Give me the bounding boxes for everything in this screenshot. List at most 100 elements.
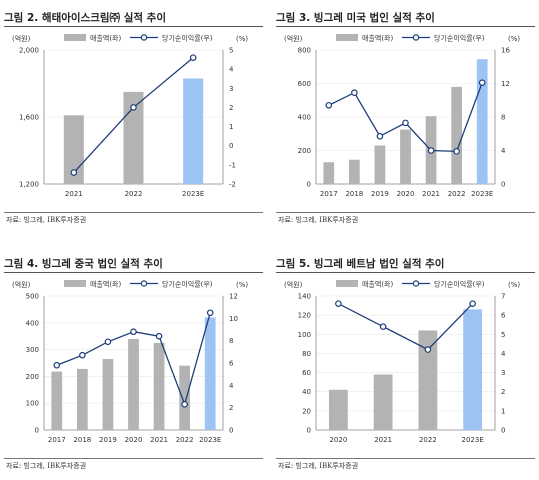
margin-point-2023E: [189, 54, 197, 61]
margin-point-2023E: [478, 79, 486, 86]
margin-point-2017: [53, 361, 61, 369]
legend-bar-swatch: [64, 34, 86, 41]
bar-2018: [348, 159, 360, 184]
x-tick-label: 2019: [371, 190, 389, 198]
legend-bar-swatch: [336, 34, 358, 41]
legend-line-marker: [140, 34, 148, 41]
right-axis-unit: (%): [236, 281, 248, 289]
chart-plot-2: (억원) (%) 매출액(좌) 당기순이익률(우) 0 200 400 600 800 0 4 8 12…: [284, 34, 520, 199]
x-tick-label: 2022: [176, 436, 194, 444]
x-tick-label: 2021: [150, 436, 168, 444]
legend-bar-label: 매출액(좌): [90, 34, 121, 43]
right-tick-label: 2: [501, 388, 505, 396]
margin-point-2023E: [469, 300, 476, 307]
margin-point-2020: [335, 300, 342, 307]
right-tick-label: 0: [229, 427, 233, 435]
left-tick-label: 400: [298, 114, 311, 122]
legend-line-marker: [140, 280, 148, 287]
bar-2022: [179, 365, 191, 430]
left-tick-label: 60: [302, 369, 311, 377]
x-tick-label: 2020: [125, 436, 143, 444]
x-tick-label: 2021: [374, 436, 392, 444]
bar-2018: [76, 368, 88, 430]
right-tick-label: 5: [501, 331, 505, 339]
title-divider: [4, 26, 263, 27]
right-tick-label: 3: [501, 369, 505, 377]
x-tick-label: 2023E: [199, 436, 221, 444]
left-tick-label: 400: [26, 319, 39, 327]
source-divider: [276, 212, 535, 213]
bar-2019: [374, 145, 386, 184]
margin-point-2019: [104, 338, 112, 346]
source-divider: [4, 458, 263, 459]
right-tick-label: 6: [229, 360, 234, 368]
left-tick-label: 1,200: [19, 181, 39, 189]
chart-plot-4: (억원) (%)매출액(좌) 당기순이익률(우)020406080100120140…: [284, 280, 520, 445]
x-tick-label: 2019: [99, 436, 117, 444]
margin-point-2021: [155, 332, 163, 340]
left-tick-label: 300: [26, 346, 39, 354]
margin-point-2023E: [206, 309, 214, 317]
right-tick-label: 12: [501, 80, 510, 88]
margin-point-2021: [70, 169, 78, 176]
right-tick-label: 16: [501, 47, 510, 55]
x-tick-label: 2017: [320, 190, 338, 198]
right-tick-label: 5: [229, 47, 233, 55]
margin-point-2019: [376, 132, 384, 140]
x-tick-label: 2022: [419, 436, 437, 444]
left-tick-label: 80: [302, 350, 311, 358]
right-tick-label: 0: [229, 142, 233, 150]
left-tick-label: 140: [298, 293, 311, 301]
margin-point-2018: [351, 89, 358, 97]
x-tick-label: 2018: [345, 190, 363, 198]
title-divider: [276, 26, 535, 27]
bar-2023E: [183, 78, 204, 184]
right-tick-label: 3: [229, 85, 233, 93]
right-tick-label: 10: [229, 315, 238, 323]
source-note: 자료: 빙그레, IBK투자증권: [6, 462, 87, 470]
source-note: 자료: 빙그레, IBK투자증권: [278, 462, 359, 470]
margin-point-2022: [181, 401, 188, 408]
margin-point-2022: [453, 148, 460, 155]
title-divider: [4, 272, 263, 273]
chart-panel-3: 그림 4. 빙그레 중국 법인 실적 추이 (억원) (%) 매출액(좌) 당기순이익…: [4, 250, 263, 478]
bar-2023E: [476, 59, 488, 184]
left-axis-unit: (억원): [284, 280, 303, 289]
left-tick-label: 2,000: [19, 47, 39, 55]
legend-line-label: 당기순이익률(우): [162, 34, 213, 43]
margin-point-2017: [325, 101, 333, 109]
margin-point-2020: [130, 328, 137, 336]
left-axis-unit: (억원): [12, 280, 31, 289]
margin-point-2022: [130, 104, 137, 111]
legend-bar-swatch: [64, 280, 86, 287]
margin-line: [338, 303, 474, 351]
right-tick-label: 7: [501, 293, 505, 301]
bar-2022: [123, 91, 144, 184]
left-tick-label: 200: [298, 147, 311, 155]
right-axis-unit: (%): [236, 35, 248, 43]
right-tick-label: 2: [229, 404, 233, 412]
right-tick-label: 4: [501, 147, 506, 155]
margin-point-2018: [79, 351, 86, 359]
legend-bar-label: 매출액(좌): [362, 280, 393, 289]
bar-2022: [451, 86, 463, 184]
right-tick-label: 8: [229, 337, 233, 345]
source-note: 자료: 빙그레, IBK투자증권: [6, 216, 87, 224]
left-tick-label: 600: [298, 80, 311, 88]
left-tick-label: 200: [26, 373, 39, 381]
chart-title: 그림 4. 빙그레 중국 법인 실적 추이: [4, 258, 163, 270]
margin-point-2020: [402, 119, 409, 127]
right-tick-label: -1: [229, 161, 236, 169]
legend-line-label: 당기순이익률(우): [434, 34, 485, 43]
right-tick-label: 4: [229, 382, 234, 390]
bar-2017: [323, 162, 335, 184]
bar-2021: [373, 374, 393, 430]
left-axis-unit: (억원): [12, 34, 31, 43]
right-tick-label: 12: [229, 293, 238, 301]
bar-2017: [51, 371, 63, 430]
legend-line-marker: [412, 280, 420, 287]
x-tick-label: 2021: [65, 190, 83, 198]
right-tick-label: 1: [229, 123, 233, 131]
chart-panel-1: 그림 2. 해태아이스크림㈜ 실적 추이 (억원) (%) 매출액(좌) 당기순이익률…: [4, 4, 263, 232]
bar-2019: [102, 358, 114, 430]
